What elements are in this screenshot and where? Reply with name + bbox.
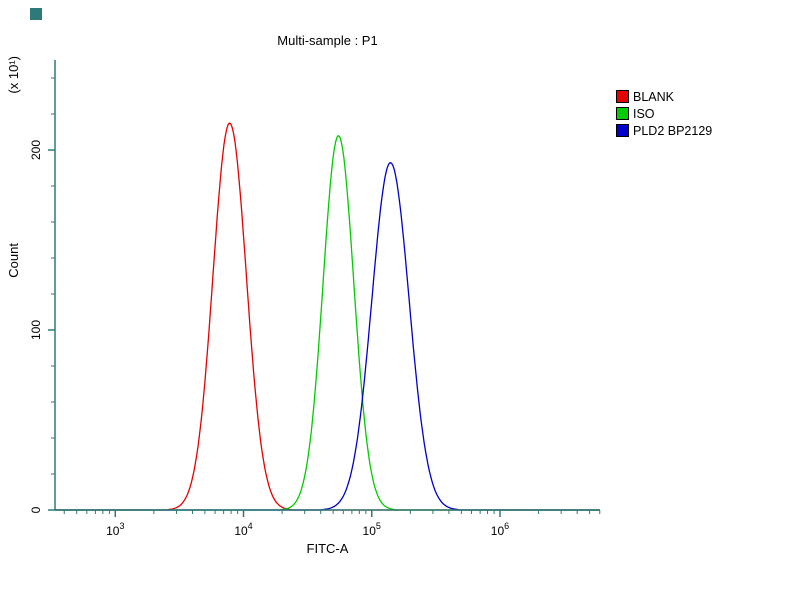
curve-blank: [55, 122, 600, 511]
y-tick-label: 100: [29, 320, 43, 340]
legend-item: BLANK: [616, 88, 712, 105]
chart-title: Multi-sample : P1: [277, 33, 378, 48]
x-tick-label: 103: [106, 521, 124, 538]
legend-label: BLANK: [633, 89, 674, 104]
y-tick-label: 0: [29, 506, 43, 513]
legend-label: PLD2 BP2129: [633, 123, 713, 138]
legend-swatch: [616, 124, 629, 137]
curve-iso: [55, 134, 600, 511]
x-tick-label: 105: [363, 521, 381, 538]
legend-item: PLD2 BP2129: [616, 122, 712, 139]
corner-marker-icon: [30, 8, 42, 20]
x-tick-label: 104: [234, 521, 252, 538]
legend: BLANK ISO PLD2 BP2129: [616, 88, 712, 139]
legend-label: ISO: [633, 106, 655, 121]
legend-swatch: [616, 90, 629, 103]
x-tick-label: 106: [491, 521, 509, 538]
legend-item: ISO: [616, 105, 712, 122]
y-tick-label: 200: [29, 140, 43, 160]
legend-swatch: [616, 107, 629, 120]
x-axis-label: FITC-A: [306, 541, 349, 556]
